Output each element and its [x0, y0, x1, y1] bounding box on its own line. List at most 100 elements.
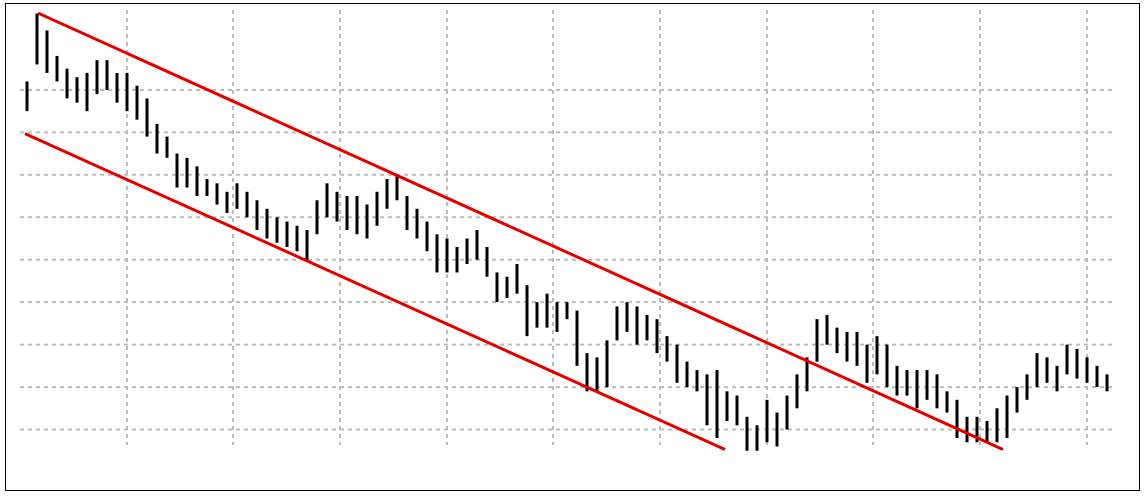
- channel-line: [37, 11, 1004, 451]
- price-bar: [285, 221, 289, 247]
- price-bar: [25, 81, 29, 112]
- price-bar: [195, 166, 199, 197]
- price-bar: [615, 306, 619, 341]
- price-bar: [335, 191, 339, 222]
- price-bar: [805, 357, 809, 392]
- price-bar: [825, 314, 829, 345]
- price-bar: [235, 183, 239, 209]
- price-bar: [295, 225, 299, 252]
- price-bar: [375, 191, 379, 226]
- price-bar: [1005, 395, 1009, 439]
- price-bar: [405, 196, 409, 230]
- price-bar: [595, 357, 599, 392]
- price-bar: [525, 285, 529, 337]
- price-bar: [735, 395, 739, 426]
- price-bar: [185, 157, 189, 188]
- price-bar: [1025, 374, 1029, 400]
- price-bar: [835, 327, 839, 354]
- price-bar: [45, 30, 49, 73]
- price-bar: [605, 340, 609, 388]
- price-bar: [1105, 374, 1109, 392]
- price-bar: [1045, 357, 1049, 383]
- price-bar: [1095, 365, 1099, 388]
- price-bar: [775, 412, 779, 447]
- price-bar: [675, 344, 679, 383]
- price-bar: [205, 179, 209, 197]
- price-bar: [765, 399, 769, 443]
- price-bar: [925, 370, 929, 400]
- price-bar: [815, 319, 819, 362]
- channel-line: [24, 132, 726, 451]
- price-bar: [425, 221, 429, 252]
- price-bar: [625, 302, 629, 332]
- price-bar: [975, 416, 979, 443]
- price-bar: [695, 370, 699, 392]
- price-bar: [75, 77, 79, 103]
- price-bar: [885, 344, 889, 388]
- price-bar: [225, 191, 229, 214]
- price-bar: [875, 336, 879, 375]
- price-bar: [495, 272, 499, 303]
- price-bar: [85, 72, 89, 112]
- price-bar: [545, 293, 549, 328]
- price-bar: [965, 416, 969, 443]
- price-bar: [445, 238, 449, 273]
- price-bar: [1035, 353, 1039, 388]
- price-bar: [385, 179, 389, 209]
- price-bar: [895, 365, 899, 396]
- price-bar: [715, 370, 719, 439]
- price-bar: [255, 200, 259, 230]
- price-bar: [35, 13, 39, 65]
- price-bar: [1065, 344, 1069, 375]
- price-bar: [585, 353, 589, 392]
- price-bar: [475, 230, 479, 260]
- price-bar: [355, 196, 359, 235]
- price-bar: [305, 230, 309, 260]
- price-bar: [325, 183, 329, 218]
- price-bar: [795, 374, 799, 409]
- price-bar: [165, 136, 169, 158]
- price-bar: [125, 72, 129, 112]
- price-bar: [135, 85, 139, 120]
- price-bar: [565, 302, 569, 320]
- price-bar: [315, 200, 319, 235]
- price-bar: [725, 391, 729, 422]
- price-bar: [215, 183, 219, 205]
- price-bar: [755, 425, 759, 451]
- price-bar: [535, 302, 539, 328]
- price-bar: [1085, 357, 1089, 383]
- price-bar: [485, 246, 489, 277]
- price-bar: [845, 331, 849, 362]
- price-bar: [345, 196, 349, 230]
- price-bar: [705, 374, 709, 426]
- price-bar: [275, 217, 279, 243]
- price-bar: [265, 208, 269, 239]
- price-bar: [635, 306, 639, 345]
- price-bar: [515, 263, 519, 294]
- price-bar: [855, 331, 859, 366]
- price-bar: [685, 361, 689, 388]
- price-bar: [645, 314, 649, 341]
- price-bar: [115, 72, 119, 103]
- price-bar: [1075, 348, 1079, 379]
- price-bar: [505, 276, 509, 298]
- price-bar: [95, 60, 99, 95]
- price-bar: [995, 408, 999, 443]
- price-bar: [905, 370, 909, 396]
- price-bar: [1015, 387, 1019, 413]
- price-bar: [745, 416, 749, 451]
- price-bar: [1055, 365, 1059, 392]
- price-bar: [955, 399, 959, 439]
- price-bar: [915, 370, 919, 409]
- price-bar: [435, 234, 439, 273]
- price-bar: [785, 395, 789, 430]
- price-bar: [985, 421, 989, 443]
- price-bar: [175, 153, 179, 188]
- price-bar: [395, 174, 399, 201]
- price-bar: [245, 191, 249, 218]
- price-bar: [365, 204, 369, 239]
- price-bar: [455, 246, 459, 273]
- price-bar: [155, 123, 159, 154]
